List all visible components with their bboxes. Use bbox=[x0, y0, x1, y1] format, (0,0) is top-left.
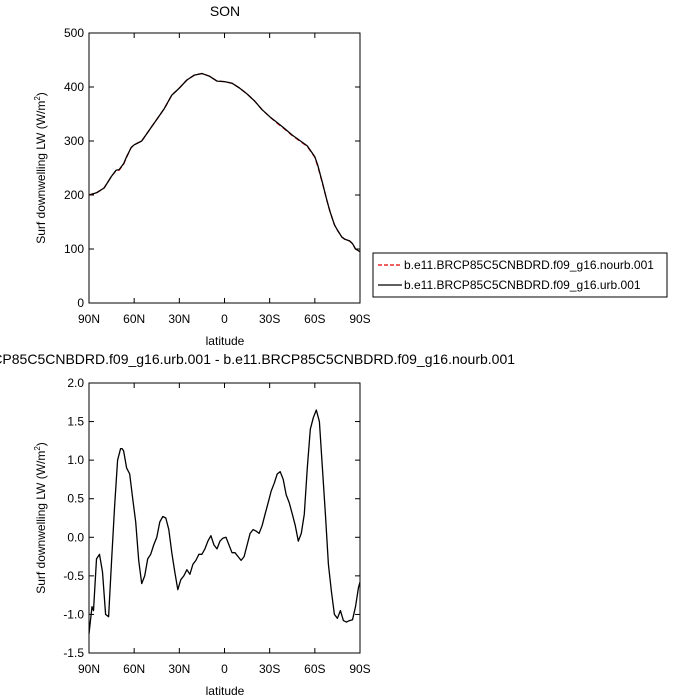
bottom-y-tick-label: -0.5 bbox=[63, 569, 84, 583]
top-y-axis-label: Surf downwelling LW (W/m2) bbox=[33, 92, 48, 244]
top-y-tick-label: 200 bbox=[64, 188, 84, 202]
top-x-tick-label: 0 bbox=[221, 312, 228, 326]
top-series-group bbox=[88, 72, 361, 253]
legend-label-urb: b.e11.BRCP85C5CNBDRD.f09_g16.urb.001 bbox=[404, 278, 641, 292]
top-panel: SON 0 100 200 300 400 500 90N 60N 30N 0 30S 60S 90S… bbox=[33, 3, 371, 348]
top-series-line-1 bbox=[88, 72, 361, 253]
bottom-x-axis-label: latitude bbox=[206, 684, 245, 698]
top-y-axis: 0 100 200 300 400 500 bbox=[64, 26, 360, 310]
bottom-series-group bbox=[88, 409, 361, 634]
top-series-line-0 bbox=[88, 72, 361, 253]
bottom-x-tick-label: 60S bbox=[304, 662, 325, 676]
bottom-x-tick-label: 90N bbox=[78, 662, 100, 676]
top-y-tick-label: 500 bbox=[64, 26, 84, 40]
legend-box bbox=[372, 252, 668, 298]
bottom-y-axis: -1.5 -1.0 -0.5 0.0 0.5 1.0 1.5 2.0 bbox=[63, 376, 360, 660]
bottom-y-tick-label: 1.0 bbox=[67, 453, 84, 467]
top-x-axis: 90N 60N 30N 0 30S 60S 90S bbox=[78, 33, 371, 326]
legend-label-nourb: b.e11.BRCP85C5CNBDRD.f09_g16.nourb.001 bbox=[404, 258, 654, 272]
top-chart-title: SON bbox=[210, 3, 240, 19]
bottom-series-line-0 bbox=[88, 409, 361, 634]
bottom-x-tick-label: 0 bbox=[221, 662, 228, 676]
top-x-tick-label: 60S bbox=[304, 312, 325, 326]
bottom-x-tick-label: 90S bbox=[349, 662, 370, 676]
bottom-panel: b.e11.BRCP85C5CNBDRD.f09_g16.urb.001 - b… bbox=[0, 351, 515, 698]
top-x-tick-label: 60N bbox=[123, 312, 145, 326]
bottom-x-tick-label: 30N bbox=[168, 662, 190, 676]
top-y-tick-label: 100 bbox=[64, 242, 84, 256]
bottom-y-tick-label: -1.0 bbox=[63, 607, 84, 621]
bottom-chart-title: b.e11.BRCP85C5CNBDRD.f09_g16.urb.001 - b… bbox=[0, 351, 515, 367]
top-y-tick-label: 0 bbox=[77, 296, 84, 310]
bottom-x-tick-label: 60N bbox=[123, 662, 145, 676]
bottom-y-axis-label: Surf downwelling LW (W/m2) bbox=[33, 442, 48, 594]
bottom-y-tick-label: 0.0 bbox=[67, 530, 84, 544]
bottom-y-tick-label: -1.5 bbox=[63, 646, 84, 660]
top-y-tick-label: 400 bbox=[64, 80, 84, 94]
bottom-y-tick-label: 1.5 bbox=[67, 415, 84, 429]
top-x-tick-label: 30N bbox=[168, 312, 190, 326]
top-plot-frame bbox=[88, 32, 361, 304]
top-y-tick-label: 300 bbox=[64, 134, 84, 148]
bottom-x-tick-label: 30S bbox=[259, 662, 280, 676]
top-x-axis-label: latitude bbox=[206, 334, 245, 348]
top-x-tick-label: 90N bbox=[78, 312, 100, 326]
legend: b.e11.BRCP85C5CNBDRD.f09_g16.nourb.001 b… bbox=[372, 252, 668, 298]
top-x-tick-label: 90S bbox=[349, 312, 370, 326]
bottom-y-tick-label: 0.5 bbox=[67, 492, 84, 506]
bottom-x-axis: 90N 60N 30N 0 30S 60S 90S bbox=[78, 383, 371, 676]
top-x-tick-label: 30S bbox=[259, 312, 280, 326]
bottom-y-tick-label: 2.0 bbox=[67, 376, 84, 390]
